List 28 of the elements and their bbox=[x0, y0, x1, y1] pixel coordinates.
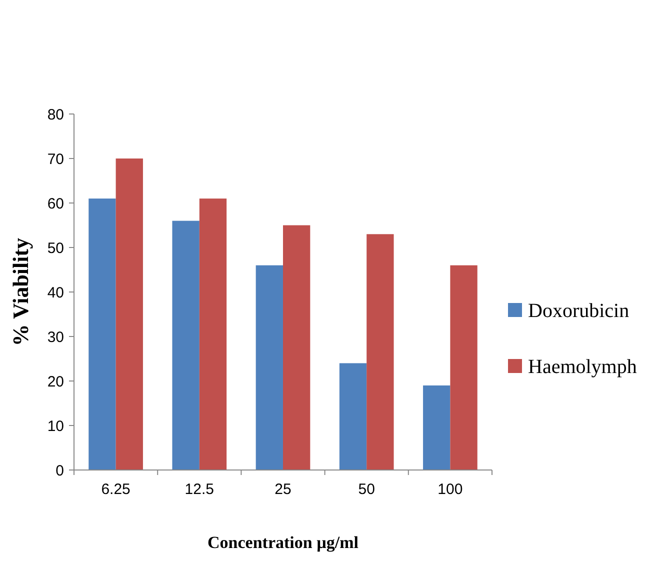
y-tick-label: 80 bbox=[47, 106, 64, 124]
legend-label: Doxorubicin bbox=[528, 300, 630, 322]
x-axis-title: Concentration µg/ml bbox=[208, 533, 359, 552]
x-tick-label: 50 bbox=[358, 481, 375, 498]
y-tick-label: 40 bbox=[47, 284, 64, 302]
y-tick-label: 60 bbox=[47, 195, 64, 212]
bar bbox=[199, 198, 227, 470]
x-tick-label: 100 bbox=[438, 481, 463, 498]
bar bbox=[366, 234, 394, 470]
bar bbox=[283, 225, 310, 470]
bar bbox=[423, 385, 450, 470]
bar bbox=[172, 220, 200, 470]
bar bbox=[450, 265, 478, 470]
bar bbox=[88, 198, 116, 470]
legend-label: Haemolymph bbox=[528, 356, 637, 378]
y-tick-label: 70 bbox=[47, 150, 64, 168]
y-tick-label: 0 bbox=[56, 462, 64, 480]
y-tick-label: 30 bbox=[47, 328, 64, 346]
x-tick-label: 25 bbox=[274, 481, 292, 498]
bar bbox=[116, 158, 143, 470]
x-tick-label: 12.5 bbox=[184, 481, 214, 498]
x-tick-label: 6.25 bbox=[101, 481, 130, 498]
y-axis-title: % Viability bbox=[8, 238, 33, 346]
bar bbox=[339, 363, 367, 470]
y-tick-label: 10 bbox=[47, 418, 64, 435]
bar bbox=[256, 265, 283, 470]
y-tick-label: 50 bbox=[47, 240, 64, 257]
y-tick-label: 20 bbox=[47, 373, 64, 390]
